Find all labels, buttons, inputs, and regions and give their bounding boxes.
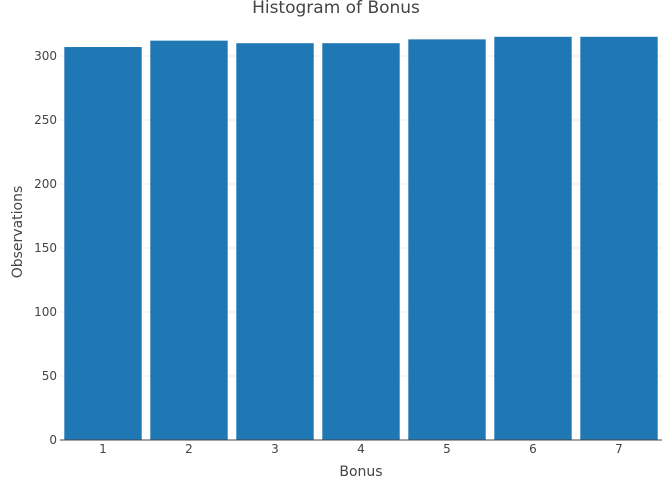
x-axis-ticks: 1 2 3 4 5 6 7: [99, 442, 623, 456]
chart-title: Histogram of Bonus: [252, 0, 420, 18]
y-tick-label: 0: [49, 433, 57, 447]
bar-3: [236, 43, 314, 440]
bar-1: [64, 47, 142, 440]
bars: [64, 36, 658, 441]
bar-2: [150, 40, 228, 440]
x-tick-label: 3: [271, 442, 279, 456]
x-tick-label: 2: [185, 442, 193, 456]
x-tick-label: 4: [357, 442, 365, 456]
x-tick-label: 1: [99, 442, 107, 456]
bar-5: [408, 39, 486, 441]
y-axis-label: Observations: [10, 186, 26, 279]
y-tick-label: 50: [42, 369, 57, 383]
x-tick-label: 5: [443, 442, 451, 456]
bar-7: [580, 36, 658, 441]
y-tick-label: 200: [34, 177, 57, 191]
x-tick-label: 7: [615, 442, 623, 456]
x-axis-label: Bonus: [339, 464, 382, 480]
y-tick-label: 250: [34, 113, 57, 127]
y-axis-ticks: 0 50 100 150 200 250 300: [34, 49, 57, 447]
bar-6: [494, 36, 572, 441]
y-tick-label: 150: [34, 241, 57, 255]
y-tick-label: 100: [34, 305, 57, 319]
x-tick-label: 6: [529, 442, 537, 456]
bar-4: [322, 43, 400, 440]
y-tick-label: 300: [34, 49, 57, 63]
